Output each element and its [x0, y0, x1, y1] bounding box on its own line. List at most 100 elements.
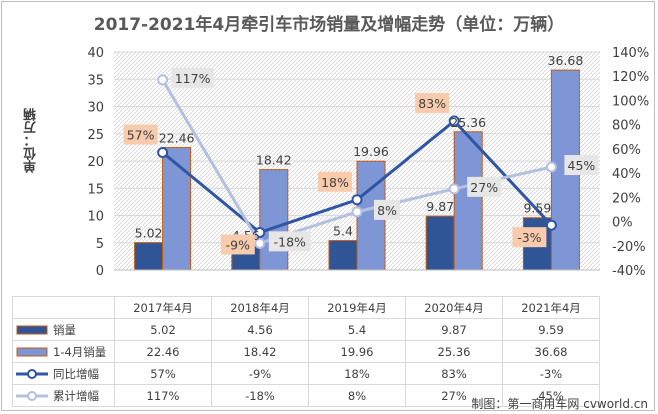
line-value-label: 8%	[377, 203, 397, 218]
line-value-label: 18%	[321, 175, 349, 190]
bar	[134, 242, 164, 271]
table-cell: -3%	[502, 362, 600, 385]
y-right-tick-label: -20%	[612, 240, 646, 255]
y-left-tick-label: 15	[87, 182, 104, 197]
table-row: 累计增幅 117% -18% 8% 27% 45%	[12, 384, 600, 407]
y-right-tick-label: 60%	[612, 143, 641, 158]
bar-value-label: 36.68	[548, 53, 584, 68]
table-row: 1-4月销量 22.46 18.42 19.96 25.36 36.68	[12, 340, 600, 363]
line-point	[448, 183, 460, 195]
line-point	[545, 161, 557, 173]
bar-value-label: 9.87	[426, 199, 454, 214]
bar	[425, 215, 455, 271]
line-value-label: 83%	[418, 96, 446, 111]
table-cell: 8%	[308, 384, 406, 407]
legend-bar-swatch	[16, 347, 48, 357]
y-right-tick-label: 20%	[612, 191, 641, 206]
legend-entry: 销量	[12, 318, 115, 341]
bar-value-label: 19.96	[353, 144, 389, 159]
bar-value-label: 18.42	[256, 153, 292, 168]
table-cell: -9%	[211, 362, 309, 385]
line-value-label-box	[467, 176, 502, 197]
table-cell: 83%	[405, 362, 503, 385]
bar	[328, 240, 358, 271]
bar-value-label: 9.59	[523, 201, 551, 216]
data-table: 2017年4月 2018年4月 2019年4月 2020年4月 2021年4月 销量 5.0…	[12, 296, 600, 407]
table-cell: 5.4	[308, 318, 406, 341]
y-left-tick-label: 0	[96, 264, 104, 279]
y-left-tick-label: 20	[87, 155, 104, 170]
y-right-tick-label: 80%	[612, 119, 641, 134]
table-row: 同比增幅 57% -9% 18% 83% -3%	[12, 362, 600, 385]
legend-entry: 累计增幅	[12, 384, 115, 407]
y-right-tick-label: 0%	[612, 216, 633, 231]
category-label: 2017年4月	[114, 296, 212, 319]
line-value-label-box	[564, 155, 599, 176]
table-cell: 18%	[308, 362, 406, 385]
y-right-tick-label: 120%	[612, 70, 649, 85]
legend-line-swatch	[16, 369, 48, 379]
table-cell: 9.59	[502, 318, 600, 341]
y-left-tick-label: 35	[87, 73, 104, 88]
legend-entry: 1-4月销量	[12, 340, 115, 363]
y-right-tick-label: 140%	[612, 46, 649, 61]
table-cell: 25.36	[405, 340, 503, 363]
table-cell: 36.68	[502, 340, 600, 363]
bar	[453, 131, 483, 271]
line-point	[545, 219, 557, 231]
legend-swatch-marker	[27, 391, 37, 401]
table-cell: 117%	[114, 384, 212, 407]
table-cell: 27%	[405, 384, 503, 407]
line-value-label-box	[415, 93, 450, 114]
bar-value-label: 5.4	[333, 224, 353, 239]
line-value-label: -9%	[226, 237, 250, 252]
bar	[259, 169, 289, 271]
legend-swatch-fill	[16, 325, 48, 335]
y-right-tick-label: 100%	[612, 94, 649, 109]
line-value-label-box	[374, 199, 400, 220]
line-point	[157, 74, 169, 86]
legend-label: 同比增幅	[53, 366, 99, 381]
category-label: 2018年4月	[211, 296, 309, 319]
line-value-label: 117%	[175, 71, 211, 86]
line-point	[448, 115, 460, 127]
legend-swatch-fill	[16, 347, 48, 357]
source-credit: 制图：第一商用车网 cvworld.cn	[471, 397, 648, 411]
line-point	[157, 147, 169, 159]
legend-line-swatch	[16, 391, 48, 401]
y-left-tick-label: 10	[87, 210, 104, 225]
line-point	[254, 237, 266, 249]
line-value-label: 45%	[568, 158, 596, 173]
y-right-tick-label: 40%	[612, 167, 641, 182]
category-label: 2021年4月	[502, 296, 600, 319]
bar-value-label: 22.46	[159, 131, 195, 146]
legend-bar-swatch	[16, 325, 48, 335]
line-value-label: -18%	[274, 234, 306, 249]
y-left-tick-label: 40	[87, 46, 104, 61]
y-left-tick-label: 5	[96, 237, 104, 252]
y-left-tick-label: 25	[87, 128, 104, 143]
table-cell: 4.56	[211, 318, 309, 341]
line-value-label: 27%	[470, 180, 498, 195]
category-label: 2020年4月	[405, 296, 503, 319]
table-cell: 45%	[502, 384, 600, 407]
bar-value-label: 25.36	[450, 115, 486, 130]
table-cell: 57%	[114, 362, 212, 385]
line-value-label: -3%	[517, 230, 541, 245]
table-cell: 9.87	[405, 318, 503, 341]
category-label: 2019年4月	[308, 296, 406, 319]
table-cell: 5.02	[114, 318, 212, 341]
line-point	[351, 194, 363, 206]
table-row: 销量 5.02 4.56 5.4 9.87 9.59	[12, 318, 600, 341]
line-value-label-box	[318, 171, 352, 192]
legend-label: 累计增幅	[53, 388, 99, 403]
bar-value-label: 5.02	[135, 226, 163, 241]
legend-label: 1-4月销量	[53, 344, 107, 359]
legend-entry: 同比增幅	[12, 362, 115, 385]
table-header-row: 2017年4月 2018年4月 2019年4月 2020年4月 2021年4月	[12, 296, 600, 319]
y-left-tick-label: 30	[87, 101, 104, 116]
line-point	[351, 206, 363, 218]
line-value-label-box	[512, 227, 547, 248]
